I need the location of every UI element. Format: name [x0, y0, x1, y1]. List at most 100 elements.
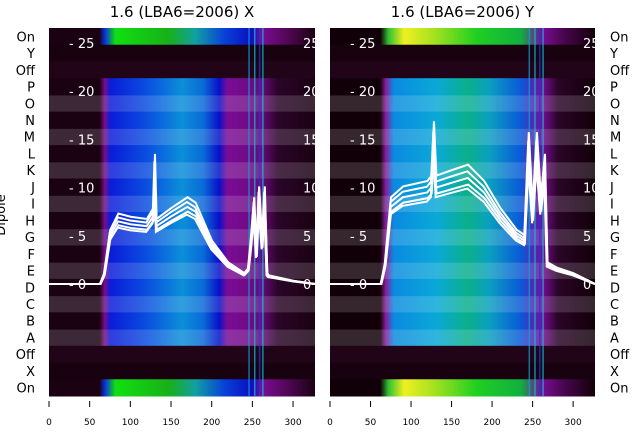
row-label: N — [25, 114, 35, 129]
row-label: Off — [16, 348, 36, 363]
row-label: I — [31, 198, 35, 213]
row-label: I — [610, 198, 614, 213]
row-label: On — [610, 30, 628, 45]
y-tick-label: - 25 — [350, 37, 375, 52]
row-label: N — [610, 114, 620, 129]
row-label: K — [610, 164, 619, 179]
y-tick-label-right: 25 — [303, 37, 320, 52]
y-tick-label: - 20 — [350, 85, 375, 100]
heatmap-row — [330, 362, 595, 380]
row-label: Y — [26, 47, 35, 62]
row-label: C — [610, 298, 619, 313]
row-label: G — [25, 231, 35, 246]
rfi-stripe — [534, 28, 536, 396]
y-tick-label-right: 25 — [583, 37, 600, 52]
row-label: M — [24, 131, 35, 146]
x-tick-label: 150 — [162, 418, 179, 428]
row-label: On — [17, 30, 35, 45]
y-panel: 1.6 (LBA6=2006) YOnYOffPONMLKJIHGFEDCBAO… — [327, 3, 630, 428]
row-label: L — [28, 147, 36, 162]
y-tick-label: - 20 — [69, 85, 94, 100]
heatmap-row — [49, 161, 315, 180]
row-label: K — [26, 164, 35, 179]
row-label: Off — [610, 348, 630, 363]
y-tick-label: - 25 — [69, 37, 94, 52]
x-tick-label: 100 — [122, 418, 139, 428]
heatmap-row — [330, 329, 595, 347]
heatmap-row — [49, 61, 315, 79]
chart-title: 1.6 (LBA6=2006) Y — [391, 3, 535, 21]
row-label: J — [609, 181, 614, 196]
row-label: A — [610, 331, 619, 346]
heatmap-row — [330, 345, 595, 364]
heatmap-row — [49, 329, 315, 347]
rfi-stripe — [248, 28, 250, 396]
x-tick-label: 300 — [565, 418, 582, 428]
row-label: D — [25, 281, 35, 296]
y-tick-label-right: 20 — [583, 85, 600, 100]
heatmap-row — [49, 245, 315, 263]
row-label: F — [28, 248, 35, 263]
x-tick-label: 200 — [483, 418, 500, 428]
y-tick-label: - 5 — [350, 230, 367, 245]
row-label: E — [27, 265, 35, 280]
y-tick-label: - 15 — [69, 133, 94, 148]
row-label: On — [610, 382, 628, 397]
row-label: L — [610, 147, 618, 162]
y-tick-label: - 10 — [350, 182, 375, 197]
y-axis-label: Dipole — [0, 194, 9, 235]
x-tick-label: 50 — [365, 418, 377, 428]
y-tick-label-right: 20 — [303, 85, 320, 100]
x-tick-label: 50 — [84, 418, 96, 428]
heatmap-row — [330, 245, 595, 263]
row-label: On — [17, 382, 35, 397]
row-label: H — [25, 214, 35, 229]
heatmap-row — [49, 379, 315, 397]
heatmap-row — [330, 61, 595, 79]
row-label: F — [610, 248, 617, 263]
y-tick-label-right: 15 — [583, 133, 600, 148]
row-label: G — [610, 231, 620, 246]
rfi-stripe — [528, 28, 531, 396]
row-label: P — [610, 81, 618, 96]
row-label: Off — [610, 64, 630, 79]
heatmap-row — [49, 362, 315, 380]
x-tick-label: 0 — [327, 418, 333, 428]
y-tick-label-right: 5 — [303, 230, 311, 245]
heatmap-row — [49, 111, 315, 129]
y-tick-label-right: 10 — [583, 182, 600, 197]
row-label: O — [610, 97, 620, 112]
y-tick-label-right: 0 — [583, 278, 591, 293]
y-tick-label-right: 5 — [583, 230, 591, 245]
heatmap-row — [330, 379, 595, 397]
heatmap-row — [49, 228, 315, 246]
heatmap-row — [330, 228, 595, 246]
y-tick-label: - 15 — [350, 133, 375, 148]
y-tick-label: - 0 — [350, 278, 367, 293]
row-label: C — [26, 298, 35, 313]
y-tick-label: - 5 — [69, 230, 86, 245]
heatmap-row — [49, 312, 315, 330]
x-tick-label: 100 — [402, 418, 419, 428]
x-tick-label: 250 — [524, 418, 541, 428]
spectrum-line — [48, 179, 315, 285]
row-label: B — [26, 315, 35, 330]
row-label: A — [26, 331, 35, 346]
row-label: M — [610, 131, 621, 146]
row-label: D — [610, 281, 620, 296]
heatmap-row — [49, 345, 315, 364]
spectrum-line — [329, 153, 595, 285]
y-tick-label-right: 0 — [303, 278, 311, 293]
x-tick-label: 300 — [284, 418, 301, 428]
row-label: Y — [609, 47, 618, 62]
heatmap-row — [330, 212, 595, 230]
rfi-stripe — [542, 28, 544, 396]
y-tick-label: - 10 — [69, 182, 94, 197]
row-label: X — [26, 365, 35, 380]
y-tick-label-right: 15 — [303, 133, 320, 148]
heatmap-row — [330, 295, 595, 313]
row-label: X — [610, 365, 619, 380]
row-label: J — [30, 181, 35, 196]
heatmap-row — [330, 161, 595, 180]
